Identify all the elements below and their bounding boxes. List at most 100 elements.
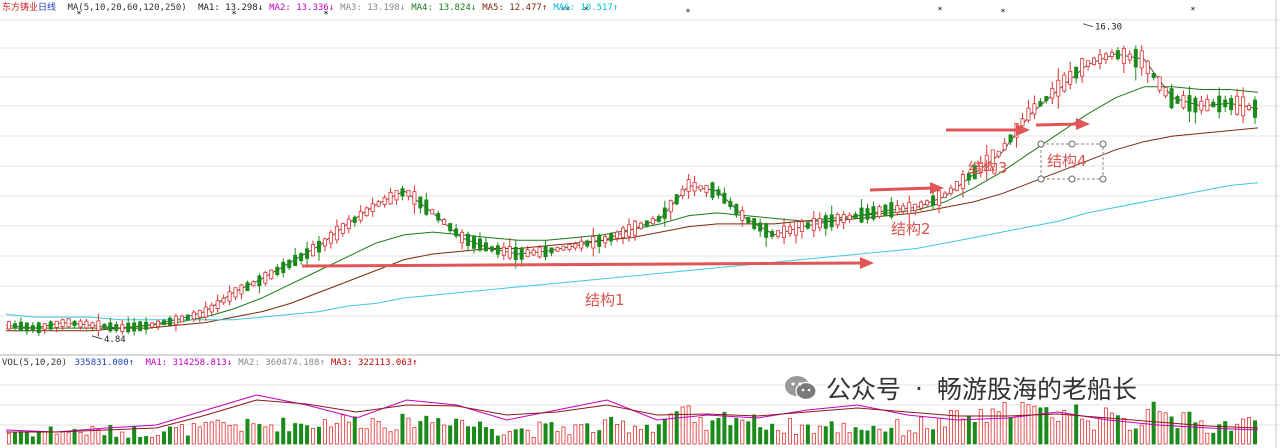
arrow-structure-1-shaft [301,261,865,268]
candle-body-31 [191,311,196,320]
candle-body-181 [1086,60,1091,67]
volume-bar-56 [340,414,345,445]
candle-body-165 [990,149,995,168]
candle-body-1 [12,323,17,329]
candle-body-119 [716,189,721,196]
volume-bar-133 [799,424,804,445]
candle-body-12 [78,320,83,328]
volume-bar-180 [1080,418,1085,445]
candle-body-0 [6,321,11,330]
volume-bar-137 [823,426,828,445]
volume-bar-29 [179,424,184,445]
candle-body-150 [901,205,906,212]
volume-bar-149 [895,419,900,445]
volume-bar-98 [591,432,596,445]
volume-bar-48 [293,423,298,445]
volume-bar-141 [847,432,852,445]
candle-body-5 [36,322,41,334]
price-header: 东方铸业日线 MA(5,10,20,60,120,250) MA1: 13.29… [2,0,630,13]
ma-values: MA1: 13.298↓ MA2: 13.336↓ MA3: 13.198↓ MA4:… [198,3,624,13]
candle-body-20 [126,322,131,333]
candle-body-85 [513,246,518,260]
volume-bar-123 [740,419,745,445]
candle-body-54 [328,231,333,244]
candle-body-49 [299,253,304,261]
volume-bar-28 [173,427,178,445]
candle-body-33 [203,306,208,318]
candle-body-113 [680,188,685,196]
volume-bar-191 [1145,409,1150,445]
volume-bar-110 [662,418,667,445]
candle-body-204 [1223,99,1228,108]
volume-bar-146 [877,428,882,445]
candle-body-7 [48,321,53,330]
volume-bar-59 [358,427,363,445]
event-marker-1: * [232,10,237,20]
candle-body-99 [597,235,602,247]
volume-bar-19 [120,431,125,445]
candle-body-180 [1080,58,1085,77]
candle-body-141 [847,214,852,220]
volume-bar-68 [412,427,417,445]
volume-bar-196 [1175,428,1180,445]
candle-body-61 [370,203,375,212]
volume-bar-44 [269,424,274,445]
candle-body-77 [466,233,471,247]
candle-body-139 [835,214,840,226]
candle-body-193 [1157,76,1162,91]
candle-body-66 [400,188,405,197]
volume-bar-131 [787,418,792,445]
candle-body-47 [287,259,292,269]
event-marker-8: * [1001,8,1006,18]
candle-body-19 [120,324,125,332]
candle-body-140 [841,213,846,224]
candle-body-188 [1127,53,1132,61]
volume-bar-77 [466,426,471,445]
volume-bar-168 [1008,417,1013,445]
arrow-structure-1-head [860,257,874,269]
volume-bar-23 [144,436,149,445]
candle-body-197 [1181,95,1186,109]
candle-body-103 [621,227,626,238]
volume-bar-118 [710,420,715,445]
volume-bar-62 [376,421,381,445]
volume-bar-127 [764,429,769,445]
selection-handle-3 [1099,175,1107,183]
candle-body-34 [209,304,214,313]
volume-bar-79 [477,421,482,445]
volume-bar-42 [257,424,262,445]
volume-bar-194 [1163,412,1168,445]
candle-body-104 [627,224,632,237]
candle-body-13 [84,320,89,329]
selection-handle-5 [1068,175,1076,183]
candle-body-44 [269,269,274,280]
candle-body-194 [1163,87,1168,97]
candle-body-106 [638,222,643,230]
volume-bar-126 [758,427,763,445]
candle-body-195 [1169,88,1174,109]
candle-body-135 [811,217,816,231]
volume-bar-181 [1086,420,1091,445]
candle-body-57 [346,218,351,229]
candle-body-102 [615,231,620,239]
volume-bar-165 [990,408,995,445]
ma-value-5: MA5: 12.477↑ [482,3,548,13]
volume-bar-198 [1187,411,1192,445]
candle-body-201 [1205,99,1210,112]
volume-bar-58 [352,416,357,445]
candle-body-174 [1044,96,1049,102]
candle-body-149 [895,205,900,214]
volume-bar-204 [1223,421,1228,445]
candle-body-192 [1151,73,1156,78]
candle-body-75 [454,228,459,237]
candle-body-172 [1032,103,1037,115]
volume-bar-57 [346,421,351,445]
volume-bar-116 [698,417,703,445]
volume-header: VOL(5,10,20) 335831.000↑ MA1: 314258.813… [2,358,430,368]
watermark-account-name: 畅游股海的老船长 [936,375,1137,404]
candle-body-59 [358,211,363,221]
candle-body-96 [579,240,584,249]
candle-body-129 [776,230,781,237]
candle-body-170 [1020,118,1025,127]
